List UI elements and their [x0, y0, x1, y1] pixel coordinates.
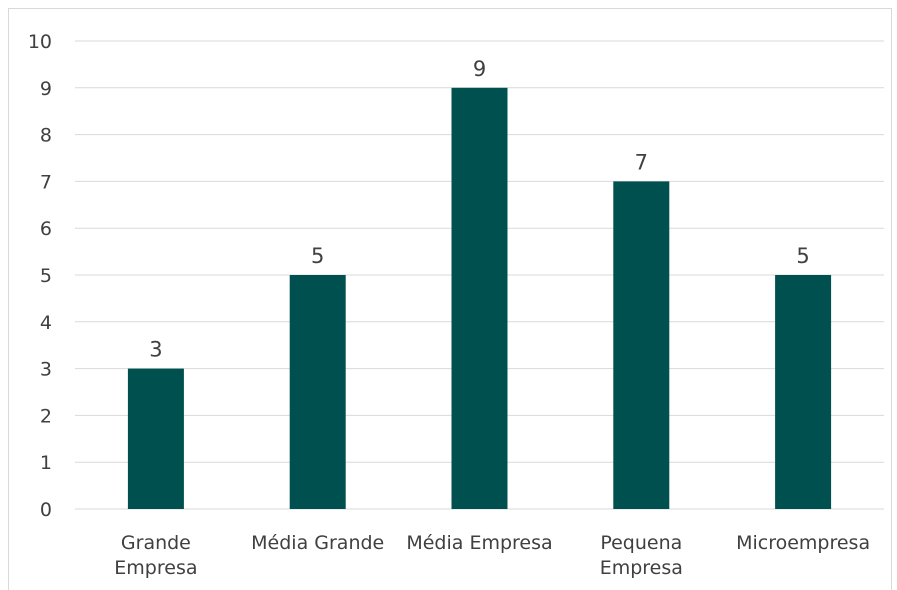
bar [613, 181, 670, 509]
bars [127, 87, 832, 510]
bar [451, 87, 508, 510]
data-label: 5 [311, 244, 324, 268]
y-tick-label: 7 [40, 171, 52, 193]
y-axis-ticks: 0 1 2 3 4 5 6 7 8 9 10 [28, 31, 52, 521]
x-category-label: Grande [121, 532, 191, 554]
y-tick-label: 9 [40, 78, 52, 100]
y-tick-label: 8 [40, 125, 52, 147]
y-tick-label: 4 [40, 312, 52, 334]
bar [775, 275, 832, 509]
x-category-label: Média Empresa [406, 532, 552, 554]
x-category-label: Microempresa [736, 532, 870, 554]
data-label: 3 [149, 338, 162, 362]
y-tick-label: 0 [40, 499, 52, 521]
x-axis-categories: Grande Empresa Média Grande Média Empresa Pe… [114, 532, 870, 579]
y-tick-label: 6 [40, 218, 52, 240]
y-tick-label: 2 [40, 405, 52, 427]
y-tick-label: 10 [28, 31, 52, 53]
x-category-label: Empresa [114, 557, 197, 579]
x-category-label: Média Grande [251, 532, 384, 554]
x-category-label: Empresa [600, 557, 683, 579]
y-tick-label: 5 [40, 265, 52, 287]
data-label: 9 [473, 57, 486, 81]
data-label: 5 [796, 244, 809, 268]
data-label: 7 [635, 150, 648, 174]
x-category-label: Pequena [600, 532, 682, 554]
y-tick-label: 1 [40, 452, 52, 474]
data-labels: 3 5 9 7 5 [149, 57, 810, 362]
y-tick-label: 3 [40, 359, 52, 381]
bar [127, 368, 184, 509]
bar [289, 275, 346, 509]
